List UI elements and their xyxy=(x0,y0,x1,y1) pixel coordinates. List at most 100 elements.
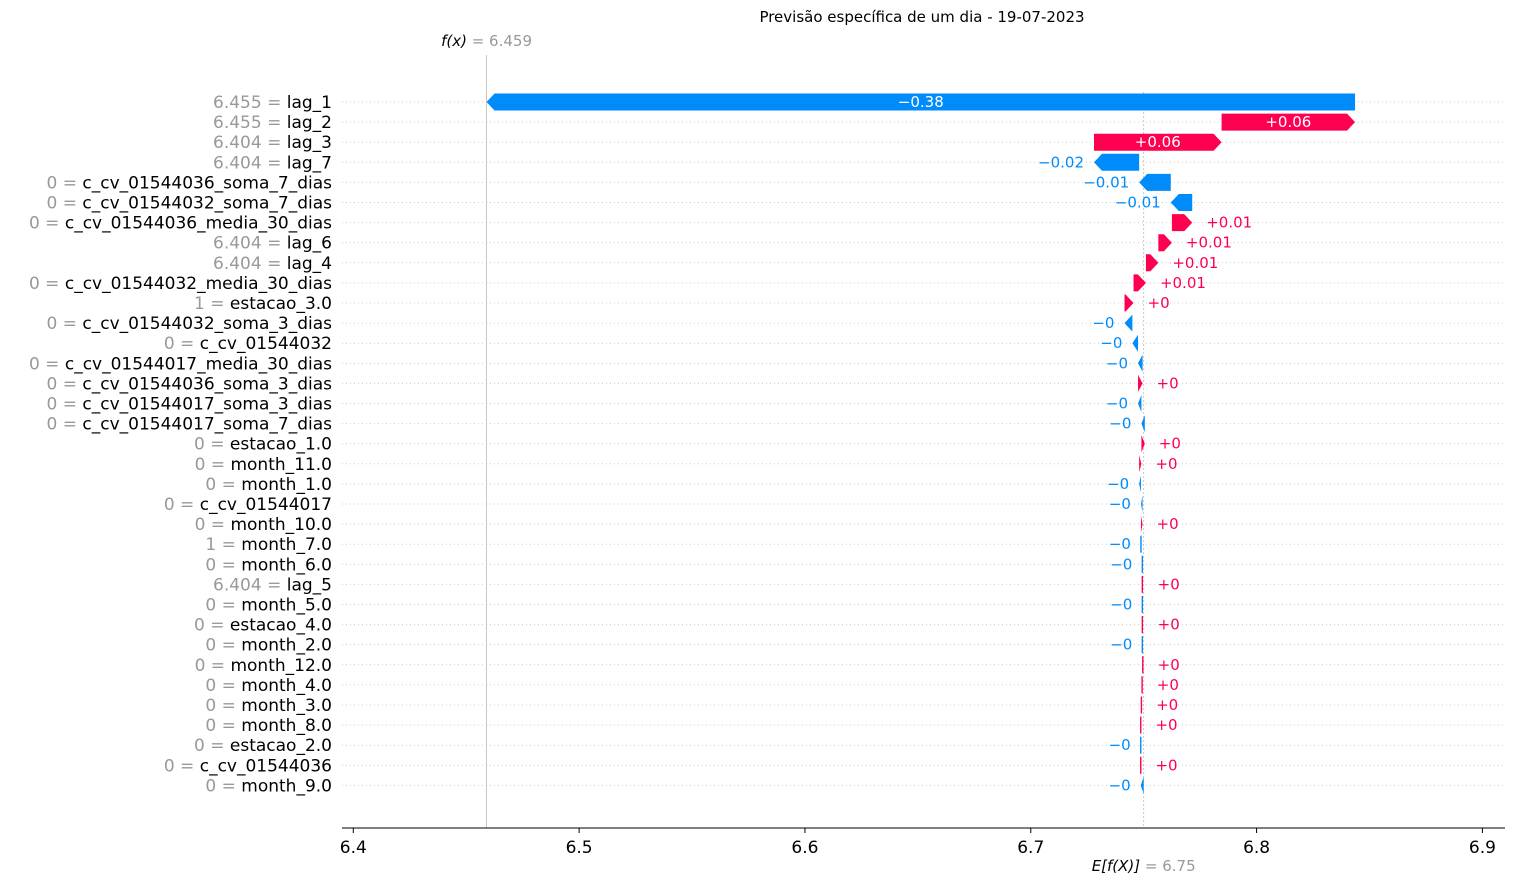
base-value-number: = 6.75 xyxy=(1140,857,1196,875)
feature-label: 1 = month_7.0 xyxy=(205,535,332,555)
feature-value: 0 xyxy=(164,756,175,776)
feature-equals: = xyxy=(216,596,241,616)
feature-name: estacao_3.0 xyxy=(230,294,332,314)
feature-equals: = xyxy=(40,214,65,234)
feature-equals: = xyxy=(216,716,241,736)
feature-name: month_10.0 xyxy=(230,515,332,535)
feature-name: month_3.0 xyxy=(241,696,332,716)
bar-month_9.0 xyxy=(1140,776,1144,794)
bar-value-label: −0 xyxy=(1109,415,1131,433)
feature-name: c_cv_01544036_media_30_dias xyxy=(65,214,332,234)
bar-lag_4 xyxy=(1145,254,1159,272)
x-tick-label: 6.9 xyxy=(1469,838,1496,858)
feature-label: 0 = month_4.0 xyxy=(205,676,332,696)
bar-value-label: +0 xyxy=(1158,575,1180,593)
feature-value: 0 xyxy=(194,616,205,636)
bar-c_cv_01544032_soma_7_dias xyxy=(1170,194,1193,211)
feature-label: 0 = c_cv_01544032_soma_7_dias xyxy=(46,194,332,214)
feature-value: 6.404 xyxy=(213,153,262,173)
feature-equals: = xyxy=(216,475,241,495)
feature-label: 0 = estacao_2.0 xyxy=(194,736,332,756)
feature-value: 6.404 xyxy=(213,254,262,274)
feature-equals: = xyxy=(57,415,82,435)
feature-equals: = xyxy=(216,776,241,796)
feature-label: 0 = month_6.0 xyxy=(205,555,332,575)
bar-month_11.0 xyxy=(1139,455,1142,473)
feature-name: lag_5 xyxy=(287,575,332,595)
bar-c_cv_01544036_soma_3_dias xyxy=(1138,374,1143,392)
bar-lag_5 xyxy=(1141,575,1144,593)
feature-label: 0 = month_2.0 xyxy=(205,636,332,656)
feature-name: c_cv_01544017_media_30_dias xyxy=(65,354,332,374)
bar-value-label: −0.38 xyxy=(898,93,944,111)
feature-equals: = xyxy=(205,455,230,475)
feature-value: 0 xyxy=(46,415,57,435)
row-gridlines xyxy=(342,101,1505,786)
bar-c_cv_01544036_soma_7_dias xyxy=(1139,173,1171,191)
fx-name: f(x) xyxy=(441,32,467,50)
feature-name: lag_2 xyxy=(287,113,332,133)
feature-value: 0 xyxy=(205,776,216,796)
bar-c_cv_01544017_soma_3_dias xyxy=(1138,395,1142,412)
fx-annotation: E[f(X)] = 6.75 f(x) = 6.459 xyxy=(441,32,1196,875)
bar-month_10.0 xyxy=(1140,515,1143,533)
bar-value-label: −0 xyxy=(1107,475,1129,493)
feature-label: 1 = estacao_3.0 xyxy=(194,294,332,314)
feature-equals: = xyxy=(262,113,287,133)
feature-name: c_cv_01544032_soma_3_dias xyxy=(82,314,332,334)
bar-value-label: −0.02 xyxy=(1038,153,1084,171)
feature-value: 0 xyxy=(195,656,206,676)
feature-label: 0 = month_8.0 xyxy=(205,716,332,736)
feature-equals: = xyxy=(205,515,230,535)
feature-value: 0 xyxy=(205,696,216,716)
bar-month_6.0 xyxy=(1141,555,1144,573)
bar-value-label: +0 xyxy=(1155,455,1177,473)
bar-value-label: +0 xyxy=(1159,435,1181,453)
feature-name: month_8.0 xyxy=(241,716,332,736)
feature-equals: = xyxy=(40,274,65,294)
bar-c_cv_01544032_soma_3_dias xyxy=(1124,314,1133,332)
feature-value: 0 xyxy=(164,495,175,515)
feature-label: 6.455 = lag_2 xyxy=(213,113,332,133)
feature-name: month_7.0 xyxy=(241,535,332,555)
x-tick-label: 6.7 xyxy=(1017,838,1044,858)
bar-value-label: −0 xyxy=(1110,636,1132,654)
bar-month_12.0 xyxy=(1142,656,1144,674)
feature-value: 0 xyxy=(164,334,175,354)
feature-name: c_cv_01544032 xyxy=(200,334,332,354)
feature-name: month_1.0 xyxy=(241,475,332,495)
feature-value: 0 xyxy=(46,194,57,214)
bar-month_8.0 xyxy=(1140,716,1142,734)
feature-name: month_4.0 xyxy=(241,676,332,696)
feature-equals: = xyxy=(175,495,200,515)
bar-value-label: +0 xyxy=(1157,676,1179,694)
feature-equals: = xyxy=(40,354,65,374)
bar-value-label: +0.01 xyxy=(1160,274,1206,292)
feature-value: 0 xyxy=(205,596,216,616)
bar-value-label: −0 xyxy=(1109,535,1131,553)
feature-label: 6.455 = lag_1 xyxy=(213,93,332,113)
feature-name: c_cv_01544036 xyxy=(200,756,332,776)
feature-equals: = xyxy=(57,374,82,394)
feature-value: 6.404 xyxy=(213,133,262,153)
fx-label: f(x) = 6.459 xyxy=(441,32,532,50)
feature-label: 0 = month_3.0 xyxy=(205,696,332,716)
x-tick-label: 6.8 xyxy=(1243,838,1270,858)
feature-name: lag_7 xyxy=(287,153,332,173)
feature-name: month_6.0 xyxy=(241,555,332,575)
feature-label: 0 = estacao_4.0 xyxy=(194,616,332,636)
feature-equals: = xyxy=(57,194,82,214)
fx-number: = 6.459 xyxy=(467,32,532,50)
feature-value: 6.455 xyxy=(213,93,262,113)
bar-value-label: −0 xyxy=(1110,555,1132,573)
feature-value: 0 xyxy=(194,435,205,455)
base-value-name: E[f(X)] xyxy=(1092,857,1141,875)
feature-value: 0 xyxy=(205,475,216,495)
bar-c_cv_01544032_media_30_dias xyxy=(1133,274,1146,292)
feature-equals: = xyxy=(205,736,230,756)
feature-equals: = xyxy=(262,153,287,173)
feature-name: month_9.0 xyxy=(241,776,332,796)
feature-label: 0 = c_cv_01544017 xyxy=(164,495,332,515)
feature-name: c_cv_01544032_soma_7_dias xyxy=(82,194,332,214)
feature-label: 0 = month_9.0 xyxy=(205,776,332,796)
